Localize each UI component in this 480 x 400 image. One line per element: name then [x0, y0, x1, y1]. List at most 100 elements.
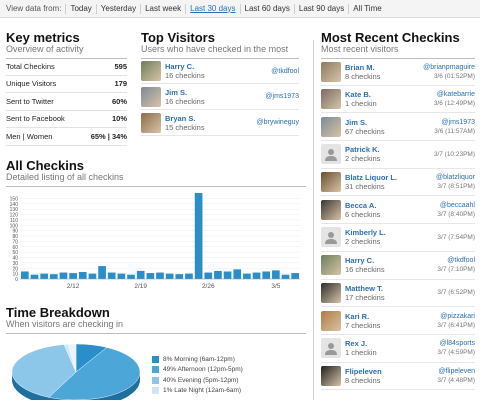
checkin-bar[interactable] [117, 273, 126, 279]
recent-twitter-handle[interactable]: @brianpmaguire [423, 63, 475, 71]
pie-slice[interactable] [67, 343, 77, 373]
avatar[interactable] [321, 255, 341, 276]
metric-value: 179 [114, 79, 127, 89]
range-option-yesterday[interactable]: Yesterday [95, 3, 140, 14]
checkin-bar[interactable] [49, 274, 58, 279]
recent-name[interactable]: Patrick K. [345, 145, 380, 155]
checkin-bar[interactable] [214, 270, 222, 279]
checkin-bar[interactable] [165, 273, 174, 279]
recent-twitter-handle[interactable]: @flipeleven [438, 367, 475, 375]
recent-checkin-row: Kimberly L. 2 checkins 3/7 (7:54PM) [321, 224, 475, 252]
recent-name[interactable]: Kari R. [345, 311, 370, 321]
avatar[interactable] [141, 86, 161, 107]
avatar[interactable] [141, 61, 161, 81]
recent-twitter-handle[interactable]: @blatzliquor [435, 174, 475, 182]
recent-twitter-handle[interactable]: @beccaahl [439, 201, 475, 209]
checkin-bar[interactable] [243, 273, 251, 279]
recent-name[interactable]: Harry C. [345, 256, 375, 266]
checkin-bar[interactable] [233, 269, 242, 279]
visitor-twitter-handle[interactable]: @brywineguy [256, 119, 299, 126]
key-metrics-subtitle: Overview of activity [6, 44, 84, 54]
y-tick-label: 150 [10, 196, 19, 202]
y-tick-label: 0 [15, 277, 18, 283]
visitor-twitter-handle[interactable]: @tkdfool [271, 67, 299, 75]
checkin-bar[interactable] [136, 270, 145, 279]
avatar[interactable] [321, 116, 341, 137]
checkin-bar[interactable] [175, 274, 184, 279]
checkin-bar[interactable] [185, 273, 193, 279]
recent-checkin-count: 8 checkins [345, 375, 381, 385]
checkin-bar[interactable] [30, 274, 39, 279]
recent-meta: @katebarrie 3/6 (12:49PM) [434, 90, 475, 108]
checkin-bar[interactable] [69, 273, 77, 279]
checkin-bar[interactable] [272, 270, 280, 279]
range-option-all-time[interactable]: All Time [348, 3, 385, 14]
checkin-bar[interactable] [59, 272, 68, 279]
recent-checkin-count: 2 checkins [345, 237, 381, 247]
checkin-bar[interactable] [223, 271, 232, 279]
y-tick-label: 70 [12, 239, 18, 245]
avatar[interactable] [321, 144, 341, 165]
checkin-bar[interactable] [98, 266, 106, 279]
range-option-today[interactable]: Today [65, 3, 95, 14]
checkin-bar[interactable] [281, 274, 290, 279]
avatar[interactable] [321, 61, 341, 82]
recent-twitter-handle[interactable]: @jms1973 [441, 118, 475, 126]
checkin-bar[interactable] [127, 274, 135, 279]
range-option-last-week[interactable]: Last week [140, 3, 185, 14]
checkin-bar[interactable] [262, 271, 271, 279]
x-tick-label: 2/12 [67, 283, 80, 290]
avatar[interactable] [321, 199, 341, 220]
recent-name[interactable]: Becca A. [345, 200, 377, 210]
pie-slice[interactable] [11, 344, 77, 398]
x-tick-label: 3/5 [271, 283, 280, 290]
visitor-name[interactable]: Bryan S. [165, 113, 196, 123]
checkin-bar[interactable] [204, 272, 213, 279]
recent-name[interactable]: Rex J. [345, 339, 368, 349]
checkin-bar[interactable] [194, 193, 203, 279]
avatar[interactable] [141, 112, 161, 133]
visitor-twitter-handle[interactable]: @jms1973 [265, 93, 299, 100]
recent-name[interactable]: Flipeleven [345, 366, 382, 376]
range-option-last-90-days[interactable]: Last 90 days [293, 3, 348, 14]
range-option-last-60-days[interactable]: Last 60 days [239, 3, 294, 14]
visitor-checkin-count: 16 checkins [165, 96, 205, 106]
metric-label: Total Checkins [6, 62, 55, 72]
range-option-last-30-days[interactable]: Last 30 days [185, 3, 239, 14]
checkin-bar[interactable] [252, 272, 261, 279]
avatar[interactable] [321, 365, 341, 386]
recent-name[interactable]: Kate B. [345, 90, 371, 100]
avatar[interactable] [321, 282, 341, 303]
checkin-bar[interactable] [88, 273, 97, 279]
recent-time: 3/7 (8:40PM) [437, 210, 475, 218]
y-tick-label: 120 [10, 213, 19, 219]
all-checkins-title: All Checkins [6, 158, 85, 173]
checkin-bar[interactable] [156, 272, 164, 279]
visitor-name[interactable]: Jim S. [165, 87, 188, 97]
recent-meta: @pizzakari 3/7 (6:41PM) [437, 312, 475, 330]
avatar[interactable] [321, 227, 341, 248]
checkin-bar[interactable] [21, 271, 29, 279]
avatar[interactable] [321, 310, 341, 331]
recent-name[interactable]: Kimberly L. [345, 228, 386, 238]
recent-twitter-handle[interactable]: @pizzakari [440, 312, 475, 320]
recent-name[interactable]: Matthew T. [345, 283, 383, 293]
checkin-bar[interactable] [40, 273, 48, 279]
checkin-bar[interactable] [107, 272, 116, 279]
visitor-name[interactable]: Harry C. [165, 62, 195, 71]
recent-name[interactable]: Blatz Liquor L. [345, 173, 398, 183]
recent-name[interactable]: Brian M. [345, 62, 375, 72]
avatar[interactable] [321, 172, 341, 193]
checkin-bar[interactable] [78, 272, 87, 279]
recent-name[interactable]: Jim S. [345, 117, 368, 127]
avatar[interactable] [321, 338, 341, 359]
checkin-bar[interactable] [146, 273, 155, 279]
checkin-bar[interactable] [291, 273, 299, 279]
recent-twitter-handle[interactable]: @l84sports [439, 340, 475, 348]
recent-twitter-handle[interactable]: @tkdfool [447, 257, 475, 265]
top-visitors-title: Top Visitors [141, 30, 215, 45]
recent-twitter-handle[interactable]: @katebarrie [436, 91, 475, 99]
recent-info: Patrick K. 2 checkins [345, 145, 434, 163]
legend-label: 49% Afternoon (12pm-5pm) [163, 366, 243, 374]
avatar[interactable] [321, 89, 341, 110]
